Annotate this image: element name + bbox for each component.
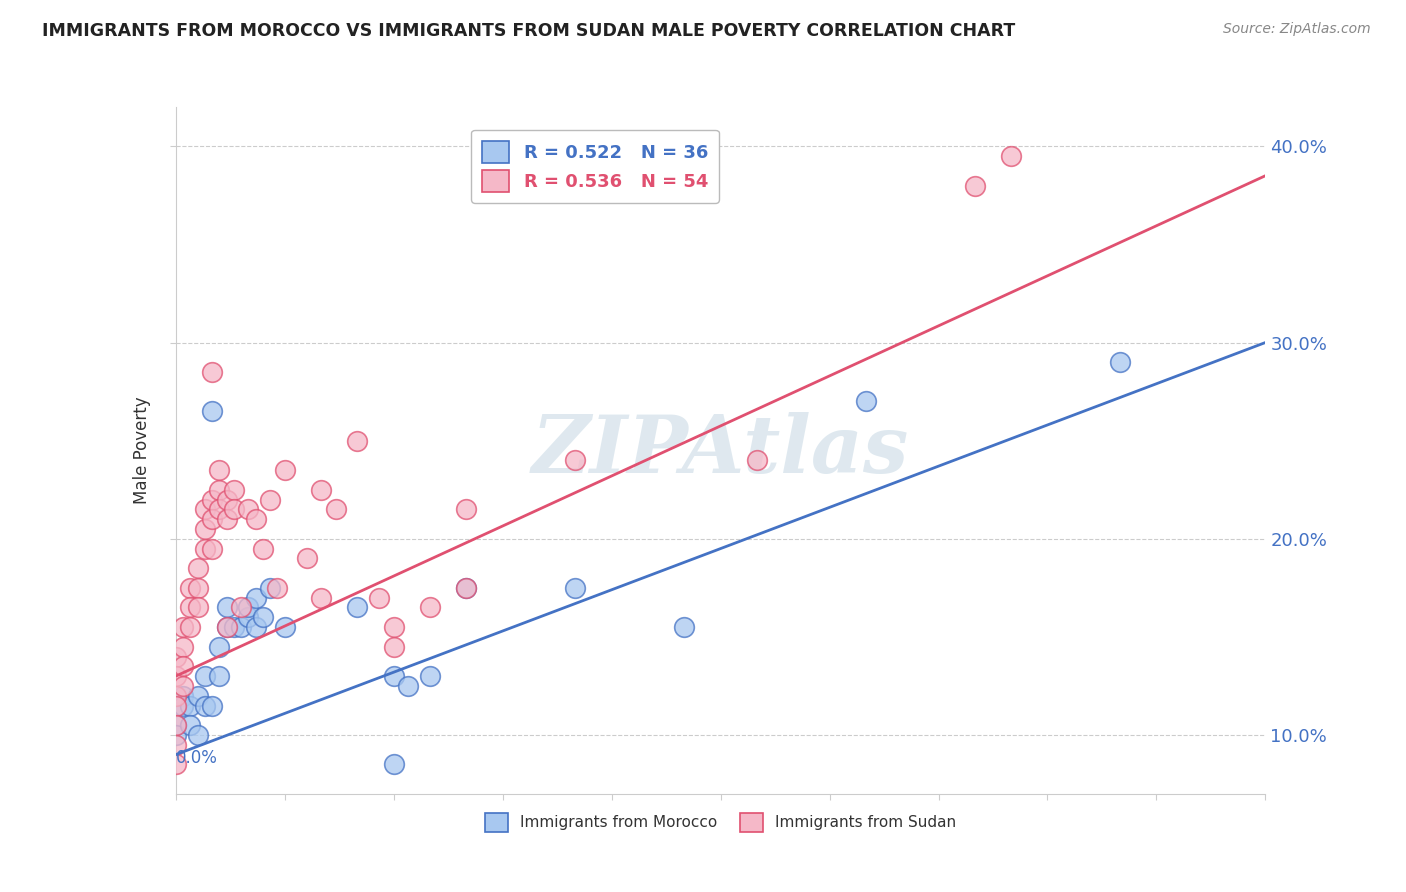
Point	[222, 483, 245, 497]
Point	[165, 718, 187, 732]
Point	[208, 483, 231, 497]
Point	[222, 620, 245, 634]
Y-axis label: Male Poverty: Male Poverty	[134, 397, 152, 504]
Point	[165, 669, 187, 683]
Point	[186, 581, 209, 595]
Point	[208, 640, 231, 654]
Point	[194, 502, 217, 516]
Text: Source: ZipAtlas.com: Source: ZipAtlas.com	[1223, 22, 1371, 37]
Point	[274, 463, 297, 477]
Point	[179, 600, 201, 615]
Point	[208, 463, 231, 477]
Point	[456, 581, 478, 595]
Point	[252, 610, 274, 624]
Point	[855, 394, 877, 409]
Point	[245, 591, 267, 605]
Point	[259, 492, 281, 507]
Point	[165, 649, 187, 664]
Point	[215, 620, 238, 634]
Point	[179, 718, 201, 732]
Text: IMMIGRANTS FROM MOROCCO VS IMMIGRANTS FROM SUDAN MALE POVERTY CORRELATION CHART: IMMIGRANTS FROM MOROCCO VS IMMIGRANTS FR…	[42, 22, 1015, 40]
Point	[309, 591, 332, 605]
Point	[194, 698, 217, 713]
Legend: Immigrants from Morocco, Immigrants from Sudan: Immigrants from Morocco, Immigrants from…	[478, 807, 963, 838]
Point	[1000, 149, 1022, 163]
Point	[419, 669, 441, 683]
Point	[231, 620, 253, 634]
Point	[245, 620, 267, 634]
Point	[456, 581, 478, 595]
Point	[274, 620, 297, 634]
Point	[238, 610, 260, 624]
Point	[172, 698, 194, 713]
Point	[194, 522, 217, 536]
Point	[368, 591, 391, 605]
Point	[215, 512, 238, 526]
Point	[238, 600, 260, 615]
Point	[201, 404, 224, 418]
Point	[172, 689, 194, 703]
Text: ZIPAtlas: ZIPAtlas	[531, 412, 910, 489]
Point	[309, 483, 332, 497]
Point	[186, 600, 209, 615]
Point	[172, 679, 194, 693]
Point	[295, 551, 318, 566]
Point	[194, 669, 217, 683]
Point	[238, 502, 260, 516]
Point	[325, 502, 347, 516]
Point	[346, 600, 368, 615]
Point	[172, 640, 194, 654]
Point	[165, 689, 187, 703]
Point	[245, 512, 267, 526]
Point	[564, 453, 586, 467]
Point	[382, 669, 405, 683]
Point	[346, 434, 368, 448]
Point	[186, 728, 209, 742]
Point	[208, 669, 231, 683]
Point	[419, 600, 441, 615]
Point	[259, 581, 281, 595]
Point	[266, 581, 288, 595]
Point	[215, 600, 238, 615]
Point	[201, 365, 224, 379]
Text: 0.0%: 0.0%	[176, 749, 218, 767]
Point	[382, 620, 405, 634]
Point	[673, 620, 696, 634]
Point	[186, 561, 209, 575]
Point	[165, 738, 187, 752]
Point	[165, 757, 187, 772]
Point	[172, 659, 194, 673]
Point	[215, 492, 238, 507]
Point	[165, 718, 187, 732]
Point	[186, 689, 209, 703]
Point	[231, 600, 253, 615]
Point	[208, 502, 231, 516]
Point	[456, 502, 478, 516]
Point	[745, 453, 768, 467]
Point	[194, 541, 217, 556]
Point	[963, 178, 986, 193]
Point	[165, 728, 187, 742]
Point	[165, 698, 187, 713]
Point	[396, 679, 419, 693]
Point	[215, 620, 238, 634]
Point	[222, 502, 245, 516]
Point	[382, 757, 405, 772]
Point	[179, 581, 201, 595]
Point	[201, 512, 224, 526]
Point	[172, 620, 194, 634]
Point	[252, 541, 274, 556]
Point	[201, 698, 224, 713]
Point	[165, 698, 187, 713]
Point	[564, 581, 586, 595]
Point	[201, 541, 224, 556]
Point	[1109, 355, 1132, 369]
Point	[201, 492, 224, 507]
Point	[382, 640, 405, 654]
Point	[179, 698, 201, 713]
Point	[179, 620, 201, 634]
